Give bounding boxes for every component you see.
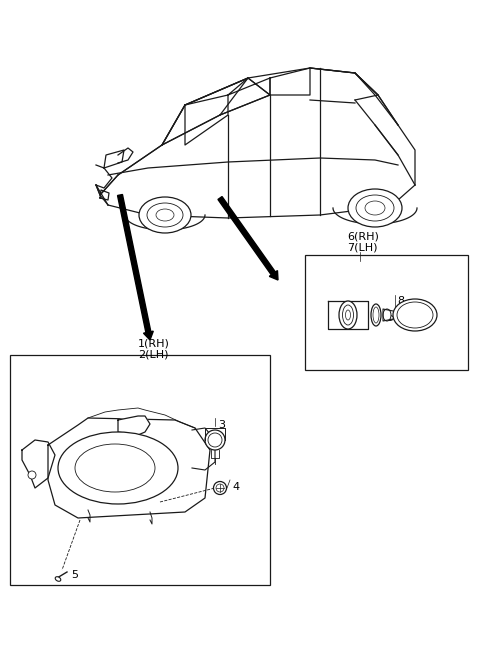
Polygon shape <box>22 440 55 488</box>
Ellipse shape <box>365 201 385 215</box>
Polygon shape <box>328 301 368 329</box>
Ellipse shape <box>386 316 394 321</box>
Text: 8: 8 <box>397 296 404 306</box>
Ellipse shape <box>156 209 174 221</box>
Ellipse shape <box>75 444 155 492</box>
Ellipse shape <box>348 189 402 227</box>
Ellipse shape <box>373 307 379 323</box>
Ellipse shape <box>393 299 437 331</box>
Text: 6(RH)
7(LH): 6(RH) 7(LH) <box>347 232 379 253</box>
Text: 5: 5 <box>71 570 78 580</box>
Ellipse shape <box>55 577 61 581</box>
Ellipse shape <box>383 309 391 321</box>
Ellipse shape <box>214 482 227 495</box>
Text: 4: 4 <box>232 482 239 492</box>
Ellipse shape <box>216 484 224 492</box>
Polygon shape <box>48 418 210 518</box>
Ellipse shape <box>58 432 178 504</box>
Ellipse shape <box>397 302 433 328</box>
Text: 1(RH)
2(LH): 1(RH) 2(LH) <box>138 338 170 359</box>
Ellipse shape <box>356 195 394 221</box>
Bar <box>10 355 270 585</box>
FancyArrow shape <box>118 194 153 340</box>
Ellipse shape <box>371 304 381 326</box>
Text: 3: 3 <box>218 420 225 430</box>
Ellipse shape <box>147 203 183 227</box>
Circle shape <box>28 471 36 479</box>
Ellipse shape <box>205 430 225 450</box>
Ellipse shape <box>139 197 191 233</box>
Ellipse shape <box>208 433 222 447</box>
FancyArrow shape <box>218 197 278 280</box>
Ellipse shape <box>343 305 353 325</box>
Polygon shape <box>118 416 150 435</box>
Ellipse shape <box>346 310 350 320</box>
Bar <box>305 255 468 370</box>
Ellipse shape <box>339 301 357 329</box>
